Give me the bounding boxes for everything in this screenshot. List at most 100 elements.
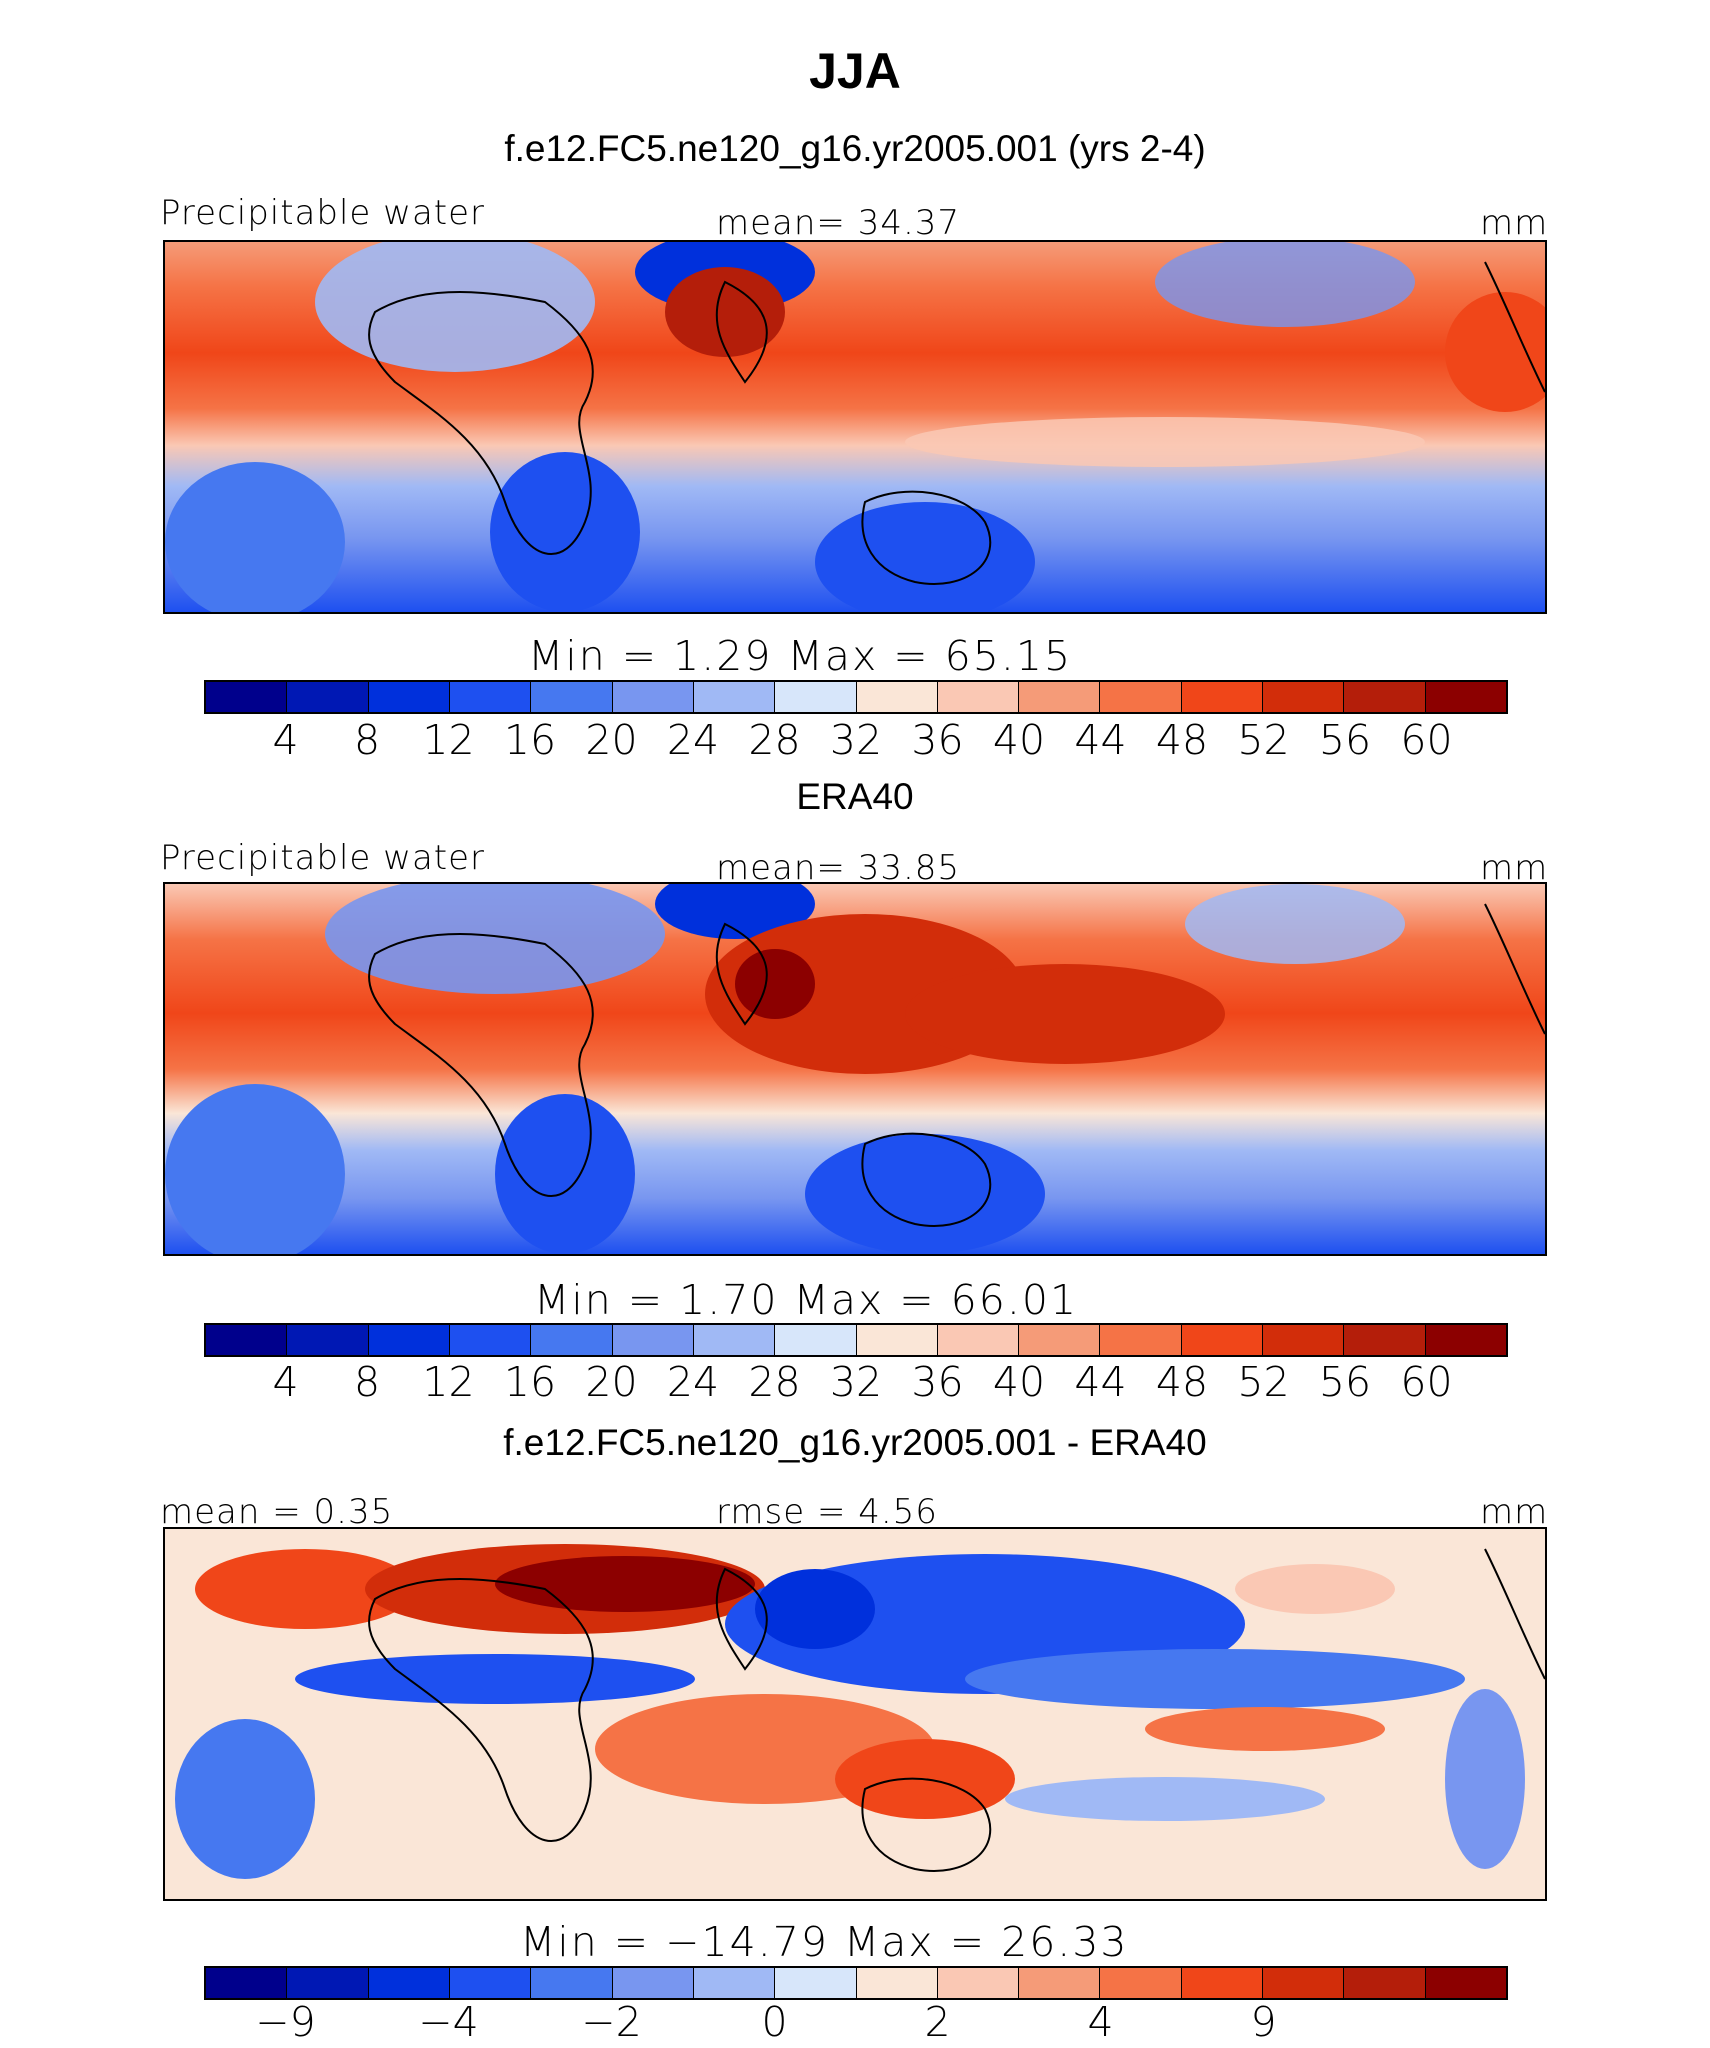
colorbar-box (693, 1325, 776, 1355)
colorbar-box (1344, 682, 1426, 712)
panel-1-map (163, 240, 1547, 614)
colorbar-tick-label: 4 (272, 1358, 299, 1406)
colorbar-tick-label: 9 (1250, 1998, 1277, 2046)
figure-title: JJA (809, 43, 901, 99)
colorbar-tick-label: 20 (585, 716, 638, 764)
colorbar-box (1019, 682, 1101, 712)
colorbar-tick-label: 12 (422, 716, 475, 764)
panel-1-units-label: mm (1480, 203, 1549, 243)
panel-1-variable-label: Precipitable water (160, 193, 486, 233)
colorbar-tick-label: 60 (1400, 716, 1453, 764)
colorbar-tick-label: −4 (418, 1998, 479, 2046)
panel-2-field (165, 884, 1545, 1254)
panel-3-units-label: mm (1480, 1492, 1549, 1532)
panel-3-min-max: Min = −14.79 Max = 26.33 (520, 1918, 1129, 1966)
colorbar-tick-label: 24 (666, 1358, 720, 1406)
panel-2-variable-label: Precipitable water (160, 838, 486, 878)
colorbar-box (612, 1325, 694, 1355)
colorbar-tick-label: 28 (748, 1358, 801, 1406)
colorbar-tick-label: 32 (829, 1358, 883, 1406)
panel-2-map (163, 882, 1547, 1256)
colorbar-box (937, 1325, 1020, 1355)
colorbar-tick-label: −9 (255, 1998, 316, 2046)
colorbar-tick-label: 40 (992, 716, 1046, 764)
colorbar-tick-label: 36 (911, 716, 964, 764)
colorbar-box (693, 682, 776, 712)
colorbar-tick-label: 44 (1074, 716, 1127, 764)
colorbar-box (1344, 1968, 1426, 1998)
colorbar-tick-label: −2 (581, 1998, 642, 2046)
colorbar-box (1019, 1968, 1101, 1998)
colorbar-box (856, 682, 938, 712)
colorbar-box (1100, 1968, 1182, 1998)
colorbar-tick-label: 48 (1155, 716, 1209, 764)
colorbar-tick-label: 4 (1087, 1998, 1114, 2046)
colorbar-tick-label: 8 (353, 716, 381, 764)
panel-2-min-max: Min = 1.70 Max = 66.01 (534, 1276, 1079, 1324)
colorbar-tick-label: 40 (992, 1358, 1046, 1406)
colorbar-box (287, 1325, 369, 1355)
colorbar-box (1181, 682, 1264, 712)
colorbar-tick-label: 28 (748, 716, 801, 764)
panel-1-min-max: Min = 1.29 Max = 65.15 (528, 632, 1073, 680)
panel-1-field (165, 242, 1545, 612)
panel-3-map (163, 1527, 1547, 1901)
colorbar-tick-label: 56 (1318, 716, 1372, 764)
colorbar-box (206, 1325, 288, 1355)
colorbar-box (775, 682, 857, 712)
colorbar-box (206, 682, 288, 712)
colorbar-box (693, 1968, 776, 1998)
colorbar-tick-label: 16 (503, 1358, 557, 1406)
colorbar-box (531, 682, 613, 712)
colorbar-box (612, 1968, 694, 1998)
colorbar-box (449, 1325, 532, 1355)
colorbar-box (937, 682, 1020, 712)
colorbar-box (287, 682, 369, 712)
panel-2-units-label: mm (1480, 848, 1549, 888)
panel-2-mean-label: mean= 33.85 (716, 848, 961, 888)
colorbar-box (1263, 682, 1345, 712)
colorbar-tick-label: 56 (1318, 1358, 1372, 1406)
colorbar-box (1181, 1325, 1264, 1355)
colorbar-box (775, 1325, 857, 1355)
colorbar-box (1425, 1325, 1506, 1355)
colorbar-box (368, 1968, 450, 1998)
colorbar-box (1100, 1325, 1182, 1355)
colorbar-tick-label: 32 (829, 716, 883, 764)
panel-3-colorbar (204, 1966, 1508, 2000)
panel-1-mean-label: mean= 34.37 (716, 203, 961, 243)
panel-1-title: f.e12.FC5.ne120_g16.yr2005.001 (yrs 2-4) (504, 128, 1206, 169)
colorbar-tick-label: 36 (911, 1358, 964, 1406)
colorbar-tick-label: 20 (585, 1358, 638, 1406)
colorbar-box (856, 1325, 938, 1355)
colorbar-tick-label: 2 (924, 1998, 951, 2046)
colorbar-box (531, 1325, 613, 1355)
colorbar-box (937, 1968, 1020, 1998)
colorbar-tick-label: 12 (422, 1358, 475, 1406)
colorbar-tick-label: 24 (666, 716, 720, 764)
colorbar-tick-label: 48 (1155, 1358, 1209, 1406)
panel-3-mean-label: mean = 0.35 (160, 1492, 394, 1532)
colorbar-box (287, 1968, 369, 1998)
colorbar-box (856, 1968, 938, 1998)
panel-3-field (165, 1529, 1545, 1899)
colorbar-box (368, 1325, 450, 1355)
colorbar-tick-label: 52 (1237, 1358, 1290, 1406)
colorbar-box (1425, 682, 1506, 712)
colorbar-box (1344, 1325, 1426, 1355)
panel-2-title: ERA40 (796, 776, 914, 817)
colorbar-box (1100, 682, 1182, 712)
colorbar-tick-label: 16 (503, 716, 557, 764)
panel-2-colorbar (204, 1323, 1508, 1357)
colorbar-tick-label: 60 (1400, 1358, 1453, 1406)
colorbar-box (368, 682, 450, 712)
colorbar-box (1425, 1968, 1506, 1998)
colorbar-tick-label: 44 (1074, 1358, 1127, 1406)
panel-3-rmse-label: rmse = 4.56 (716, 1492, 938, 1532)
colorbar-tick-label: 52 (1237, 716, 1290, 764)
colorbar-box (449, 1968, 532, 1998)
colorbar-box (1019, 1325, 1101, 1355)
panel-3-title: f.e12.FC5.ne120_g16.yr2005.001 - ERA40 (503, 1422, 1207, 1463)
colorbar-tick-label: 4 (272, 716, 299, 764)
colorbar-tick-label: 0 (761, 1998, 788, 2046)
